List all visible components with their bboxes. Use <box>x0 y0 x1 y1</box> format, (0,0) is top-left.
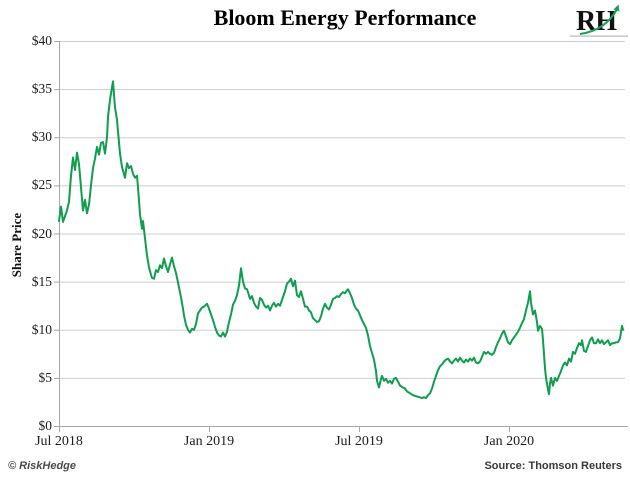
y-tick-label: $40 <box>31 33 52 48</box>
y-tick-label: $5 <box>38 369 53 385</box>
chart-title: Bloom Energy Performance <box>213 5 477 30</box>
source-text: Source: Thomson Reuters <box>484 460 622 472</box>
logo-rh-text: RH <box>576 6 617 37</box>
y-tick-label: $30 <box>31 129 52 145</box>
price-line <box>58 80 624 400</box>
x-tick-label: Jul 2018 <box>35 434 83 449</box>
x-tick-label: Jul 2019 <box>335 434 383 449</box>
riskhedge-logo: RH <box>570 3 628 39</box>
y-tick-label: $35 <box>31 81 52 97</box>
riskhedge-logo-graphic: RH <box>570 4 628 37</box>
copyright-text: © RiskHedge <box>8 460 77 472</box>
y-tick-label: $0 <box>38 418 53 433</box>
logo-arrowhead-icon <box>613 4 620 12</box>
x-tick-label: Jan 2020 <box>483 434 535 449</box>
y-tick-label: $15 <box>31 273 52 289</box>
x-tick-label: Jan 2019 <box>183 434 235 449</box>
y-tick-label: $10 <box>31 321 52 337</box>
y-tick-label: $20 <box>31 225 52 241</box>
y-tick-label: $25 <box>31 177 52 193</box>
logo-growth-arrow-icon <box>579 8 618 35</box>
logo-underline <box>570 35 628 37</box>
